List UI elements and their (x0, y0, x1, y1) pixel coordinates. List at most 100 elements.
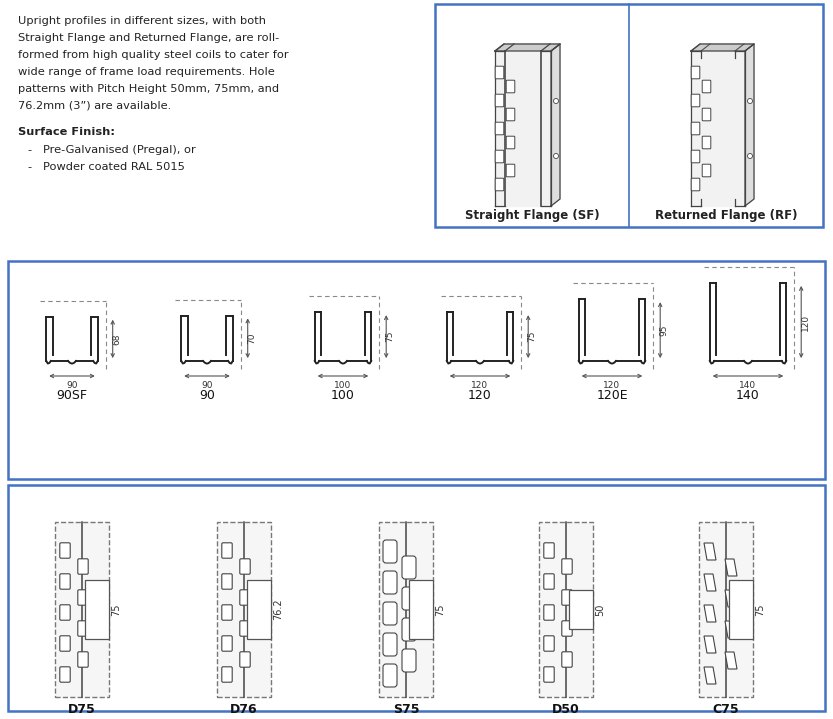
Text: D75: D75 (68, 703, 96, 716)
Text: formed from high quality steel coils to cater for: formed from high quality steel coils to … (18, 50, 288, 60)
FancyBboxPatch shape (495, 94, 504, 107)
FancyBboxPatch shape (383, 571, 397, 594)
Text: 76.2mm (3”) are available.: 76.2mm (3”) are available. (18, 101, 172, 111)
Polygon shape (704, 667, 716, 684)
Text: 140: 140 (736, 389, 760, 402)
Text: 120E: 120E (596, 389, 628, 402)
FancyBboxPatch shape (691, 150, 700, 162)
FancyBboxPatch shape (77, 652, 88, 667)
Text: Surface Finish:: Surface Finish: (18, 127, 115, 137)
FancyBboxPatch shape (561, 590, 572, 605)
FancyBboxPatch shape (702, 136, 711, 149)
FancyBboxPatch shape (55, 522, 109, 697)
Text: Returned Flange (RF): Returned Flange (RF) (655, 209, 797, 222)
FancyBboxPatch shape (222, 605, 232, 620)
FancyBboxPatch shape (561, 652, 572, 667)
Text: -   Pre-Galvanised (Pregal), or: - Pre-Galvanised (Pregal), or (28, 145, 196, 155)
Text: 75: 75 (111, 603, 121, 615)
FancyBboxPatch shape (495, 178, 504, 191)
Polygon shape (704, 636, 716, 653)
FancyBboxPatch shape (702, 164, 711, 177)
FancyBboxPatch shape (561, 620, 572, 636)
Text: 50: 50 (595, 603, 605, 615)
FancyBboxPatch shape (544, 605, 554, 620)
FancyBboxPatch shape (240, 559, 250, 574)
FancyBboxPatch shape (240, 590, 250, 605)
FancyBboxPatch shape (506, 108, 515, 121)
Text: -   Powder coated RAL 5015: - Powder coated RAL 5015 (28, 162, 185, 172)
FancyBboxPatch shape (561, 559, 572, 574)
Text: D50: D50 (552, 703, 580, 716)
FancyBboxPatch shape (506, 136, 515, 149)
FancyBboxPatch shape (217, 522, 271, 697)
FancyBboxPatch shape (383, 602, 397, 625)
Text: 75: 75 (386, 331, 395, 342)
FancyBboxPatch shape (569, 590, 593, 629)
FancyBboxPatch shape (383, 540, 397, 563)
FancyBboxPatch shape (60, 543, 70, 558)
Polygon shape (725, 621, 737, 638)
Text: 90: 90 (67, 381, 77, 390)
FancyBboxPatch shape (544, 543, 554, 558)
Text: S75: S75 (392, 703, 419, 716)
FancyBboxPatch shape (222, 574, 232, 589)
FancyBboxPatch shape (402, 618, 416, 641)
FancyBboxPatch shape (60, 667, 70, 682)
Circle shape (747, 153, 752, 158)
Text: 95: 95 (660, 324, 669, 336)
FancyBboxPatch shape (222, 636, 232, 651)
FancyBboxPatch shape (702, 81, 711, 93)
Polygon shape (704, 605, 716, 622)
Text: 100: 100 (331, 389, 355, 402)
FancyBboxPatch shape (240, 620, 250, 636)
FancyBboxPatch shape (383, 664, 397, 687)
Text: 140: 140 (740, 381, 756, 390)
Polygon shape (725, 559, 737, 576)
Text: patterns with Pitch Height 50mm, 75mm, and: patterns with Pitch Height 50mm, 75mm, a… (18, 84, 279, 94)
Polygon shape (495, 44, 560, 51)
FancyBboxPatch shape (544, 667, 554, 682)
Text: wide range of frame load requirements. Hole: wide range of frame load requirements. H… (18, 67, 275, 77)
Text: 90: 90 (202, 381, 212, 390)
FancyBboxPatch shape (379, 522, 433, 697)
Text: 120: 120 (801, 313, 810, 331)
Text: Upright profiles in different sizes, with both: Upright profiles in different sizes, wit… (18, 16, 266, 26)
Text: 120: 120 (603, 381, 621, 390)
FancyBboxPatch shape (495, 150, 504, 162)
Text: 100: 100 (334, 381, 352, 390)
Text: 120: 120 (471, 381, 489, 390)
Text: 120: 120 (468, 389, 491, 402)
Polygon shape (551, 44, 560, 206)
FancyBboxPatch shape (402, 587, 416, 610)
Polygon shape (691, 44, 754, 51)
FancyBboxPatch shape (702, 108, 711, 121)
FancyBboxPatch shape (495, 66, 504, 79)
FancyBboxPatch shape (539, 522, 593, 697)
FancyBboxPatch shape (691, 178, 700, 191)
Polygon shape (691, 51, 745, 206)
Polygon shape (495, 51, 551, 206)
FancyBboxPatch shape (691, 94, 700, 107)
FancyBboxPatch shape (222, 667, 232, 682)
FancyBboxPatch shape (383, 633, 397, 656)
Circle shape (553, 153, 558, 158)
FancyBboxPatch shape (544, 574, 554, 589)
Text: Straight Flange and Returned Flange, are roll-: Straight Flange and Returned Flange, are… (18, 33, 279, 43)
Polygon shape (704, 574, 716, 591)
FancyBboxPatch shape (8, 261, 825, 479)
FancyBboxPatch shape (77, 590, 88, 605)
Text: D76: D76 (230, 703, 257, 716)
Polygon shape (725, 590, 737, 607)
FancyBboxPatch shape (544, 636, 554, 651)
FancyBboxPatch shape (247, 580, 271, 639)
Polygon shape (704, 543, 716, 560)
Text: C75: C75 (713, 703, 740, 716)
Text: 68: 68 (112, 333, 121, 344)
FancyBboxPatch shape (402, 649, 416, 672)
Polygon shape (725, 652, 737, 669)
FancyBboxPatch shape (60, 574, 70, 589)
Text: 90: 90 (199, 389, 215, 402)
FancyBboxPatch shape (495, 122, 504, 134)
FancyBboxPatch shape (222, 543, 232, 558)
Text: 70: 70 (247, 332, 257, 344)
